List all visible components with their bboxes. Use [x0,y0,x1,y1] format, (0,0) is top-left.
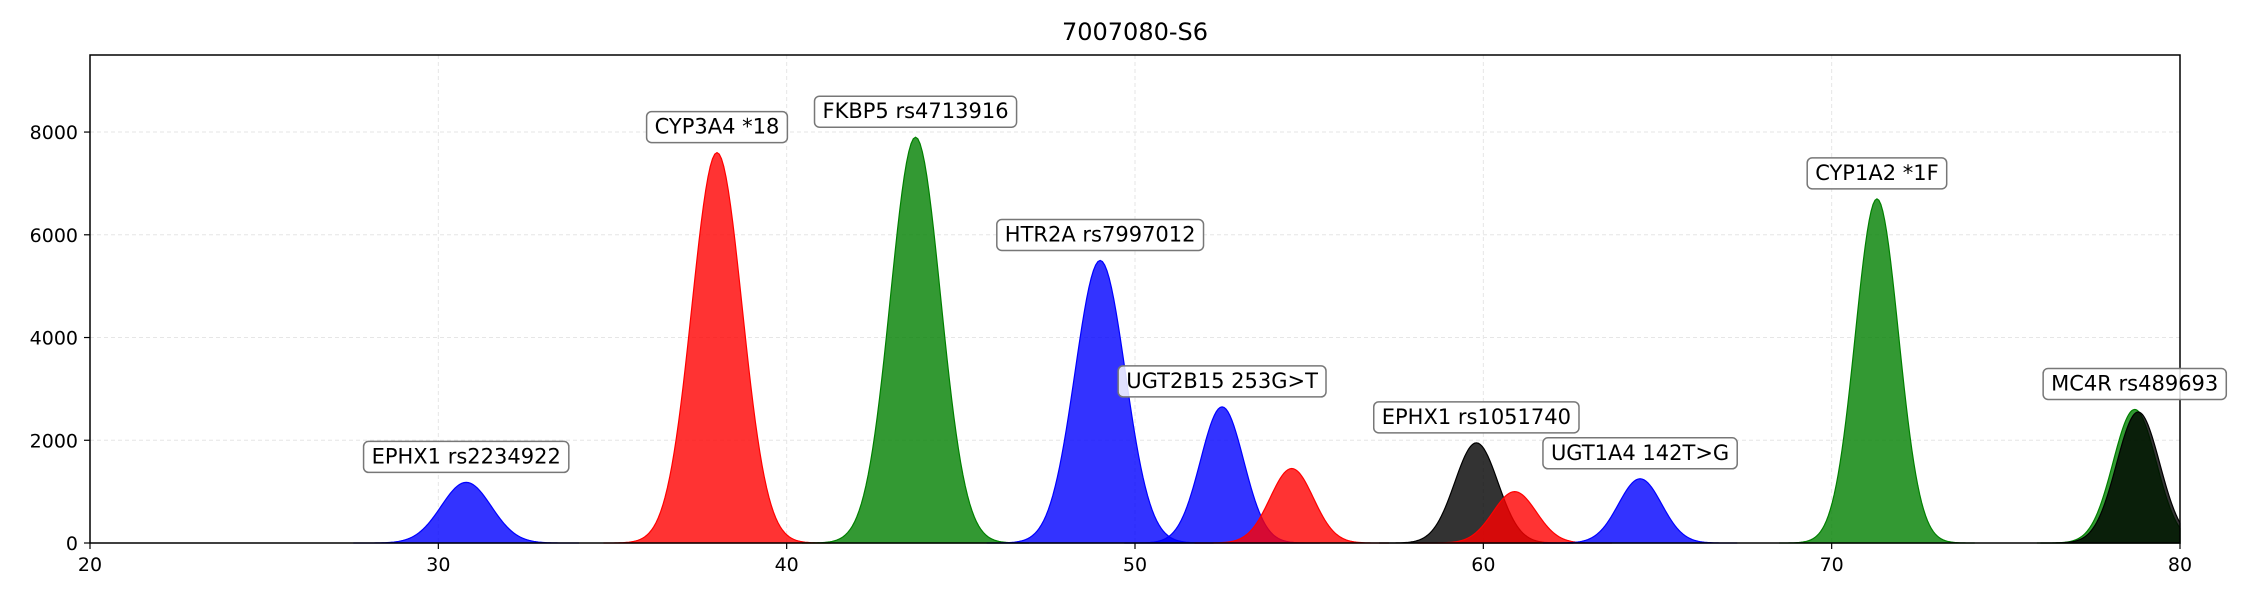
peak-fkbp5-rs4713916 [802,136,1030,544]
peak-annotations: EPHX1 rs2234922 CYP3A4 *18 FKBP5 rs4713916… [362,95,2228,474]
annotation-ephx1-rs1051740: EPHX1 rs1051740 [1372,401,1580,434]
peak-ugt1a4-142t-g [1542,478,1738,544]
annotation-box [813,95,1018,128]
annotation-box [1117,365,1327,398]
annotation-mc4r-rs489693: MC4R rs489693 [2042,367,2228,401]
annotation-ugt2b15-253g-t: UGT2B15 253G>T [1117,365,1327,398]
x-tick-label-40: 40 [775,554,799,576]
x-tick-label-80: 80 [2168,554,2192,576]
axis-ticks: 20 30 40 50 60 70 80 0 2000 4000 6000 8000 [30,122,2192,576]
y-tick-label-2000: 2000 [30,430,78,452]
y-tick-label-8000: 8000 [30,122,78,144]
x-tick-label-60: 60 [1471,554,1495,576]
chart-title: 7007080-S6 [1062,18,1208,46]
annotation-label: FKBP5 rs4713916 [823,99,1009,123]
annotation-box [1372,401,1580,434]
annotation-label: UGT1A4 142T>G [1551,441,1729,465]
annotation-label: EPHX1 rs1051740 [1382,405,1571,429]
annotation-label: CYP1A2 *1F [1815,161,1939,185]
y-tick-label-0: 0 [66,533,78,555]
y-tick-label-6000: 6000 [30,225,78,247]
annotation-ugt1a4-142t-g: UGT1A4 142T>G [1542,437,1738,470]
annotation-fkbp5-rs4713916: FKBP5 rs4713916 [813,95,1018,128]
annotation-htr2a-rs7997012: HTR2A rs7997012 [996,218,1205,252]
annotation-label: MC4R rs489693 [2051,371,2218,395]
annotation-box [645,110,789,144]
annotation-ephx1-rs2234922: EPHX1 rs2234922 [362,440,570,474]
peak-ephx1-rs2234922 [353,481,580,544]
annotation-label: UGT2B15 253G>T [1126,369,1318,393]
x-tick-label-50: 50 [1123,554,1147,576]
x-tick-label-30: 30 [426,554,450,576]
annotation-box [2042,367,2228,401]
annotation-cyp3a4-18: CYP3A4 *18 [645,110,789,144]
x-tick-label-70: 70 [1820,554,1844,576]
peak-htr2a-rs7997012 [986,259,1214,544]
peak-cyp1a2-1f [1779,198,1975,544]
annotation-box [996,218,1205,252]
annotation-label: EPHX1 rs2234922 [372,444,561,468]
x-tick-label-20: 20 [78,554,102,576]
annotation-box [1806,157,1948,190]
annotation-label: HTR2A rs7997012 [1005,222,1196,246]
annotation-cyp1a2-1f: CYP1A2 *1F [1806,157,1948,190]
annotation-box [362,440,570,474]
annotation-box [1542,437,1738,470]
peaks-layer [353,136,2181,544]
y-tick-label-4000: 4000 [30,328,78,350]
annotation-label: CYP3A4 *18 [655,115,780,139]
peak-cyp3a4-18 [603,151,831,544]
